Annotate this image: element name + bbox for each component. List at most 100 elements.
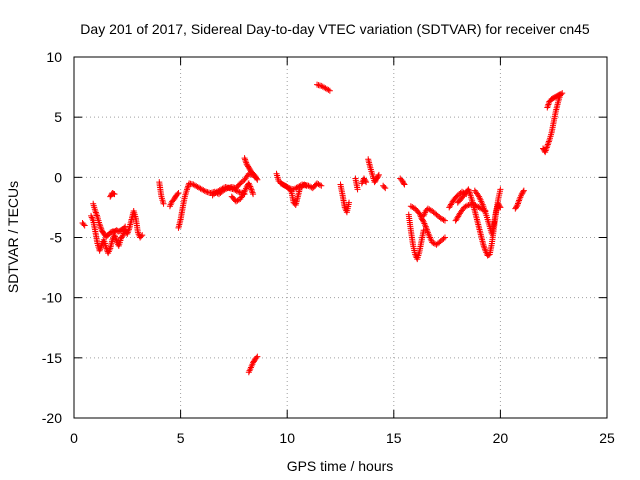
data-point: [480, 243, 487, 250]
data-segment: [358, 175, 370, 187]
data-segment: [352, 175, 361, 193]
data-point: [557, 91, 564, 98]
data-segment: [277, 180, 310, 193]
data-point: [545, 140, 552, 147]
data-point: [382, 185, 389, 192]
data-point: [545, 138, 552, 145]
data-point: [544, 103, 551, 110]
data-segment: [107, 189, 118, 200]
data-segment: [245, 353, 261, 376]
data-segment: [273, 170, 325, 209]
data-point: [93, 211, 100, 218]
data-point: [250, 191, 257, 198]
data-point: [138, 233, 145, 240]
data-point: [241, 155, 248, 162]
data-point: [254, 176, 261, 183]
data-point: [363, 179, 370, 186]
data-point: [253, 354, 260, 361]
data-point: [497, 204, 504, 211]
data-point: [242, 156, 249, 163]
y-tick-label: -10: [42, 290, 62, 306]
plot-frame: [73, 56, 608, 419]
data-segment: [90, 200, 129, 240]
data-point: [139, 232, 146, 239]
axis-ticks: [73, 56, 608, 419]
data-point: [318, 182, 325, 189]
data-point: [441, 234, 448, 241]
data-point: [362, 177, 369, 184]
data-point: [520, 187, 527, 194]
data-segment: [512, 187, 527, 212]
data-segment: [397, 175, 408, 188]
data-point: [545, 100, 552, 107]
data-point: [80, 221, 87, 228]
data-point: [119, 233, 126, 240]
data-point: [316, 181, 323, 188]
data-segment: [79, 220, 88, 229]
data-segment: [175, 170, 259, 231]
data-point: [97, 222, 104, 229]
data-point: [440, 216, 447, 223]
data-point: [121, 224, 128, 231]
data-point: [381, 183, 388, 190]
data-point: [249, 189, 256, 196]
y-tick-label: 5: [54, 109, 62, 125]
data-point: [440, 235, 447, 242]
data-point: [463, 202, 470, 209]
data-point: [122, 223, 129, 230]
data-point: [544, 141, 551, 148]
data-point: [81, 222, 88, 229]
chart-title: Day 201 of 2017, Sidereal Day-to-day VTE…: [80, 21, 590, 37]
data-point: [544, 104, 551, 111]
data-point: [513, 203, 520, 210]
data-point: [400, 180, 407, 187]
data-point: [175, 189, 182, 196]
x-axis-label: GPS time / hours: [287, 458, 394, 474]
data-point: [110, 190, 117, 197]
data-point: [326, 87, 333, 94]
data-point: [303, 182, 310, 189]
data-point: [375, 171, 382, 178]
data-segment: [544, 91, 564, 111]
y-tick-label: 10: [46, 49, 62, 65]
data-point: [254, 353, 261, 360]
data-point: [160, 200, 167, 207]
data-point: [401, 181, 408, 188]
data-points: [79, 81, 566, 376]
y-tick-label: -20: [42, 410, 62, 426]
data-point: [496, 203, 503, 210]
data-point: [201, 187, 208, 194]
data-point: [93, 212, 100, 219]
data-segment: [380, 182, 389, 192]
tick-labels: 0 5 10 15 20 25 -20 -15 -10 -5 0 5 10: [42, 49, 615, 446]
data-segment: [405, 211, 427, 263]
data-segment: [228, 180, 257, 205]
data-point: [441, 217, 448, 224]
data-point: [354, 186, 361, 193]
data-point: [497, 186, 504, 193]
data-point: [556, 91, 563, 98]
data-segment: [166, 189, 182, 210]
data-point: [284, 184, 291, 191]
data-segment: [88, 208, 146, 257]
data-point: [184, 184, 191, 191]
data-point: [325, 86, 332, 93]
data-segment: [407, 203, 448, 248]
x-tick-label: 20: [493, 430, 509, 446]
data-segment: [337, 181, 353, 216]
data-segment: [156, 179, 167, 207]
data-segment: [471, 187, 504, 237]
data-point: [346, 199, 353, 206]
y-axis-label: SDTVAR / TECUs: [5, 181, 21, 293]
x-tick-label: 15: [386, 430, 402, 446]
data-point: [419, 217, 426, 224]
data-segment: [241, 155, 261, 183]
data-point: [253, 175, 260, 182]
data-segment: [365, 156, 382, 186]
y-tick-label: -5: [50, 230, 63, 246]
y-tick-label: 0: [54, 169, 62, 185]
data-point: [233, 187, 240, 194]
data-point: [520, 188, 527, 195]
data-point: [174, 191, 181, 198]
x-tick-label: 25: [599, 430, 615, 446]
